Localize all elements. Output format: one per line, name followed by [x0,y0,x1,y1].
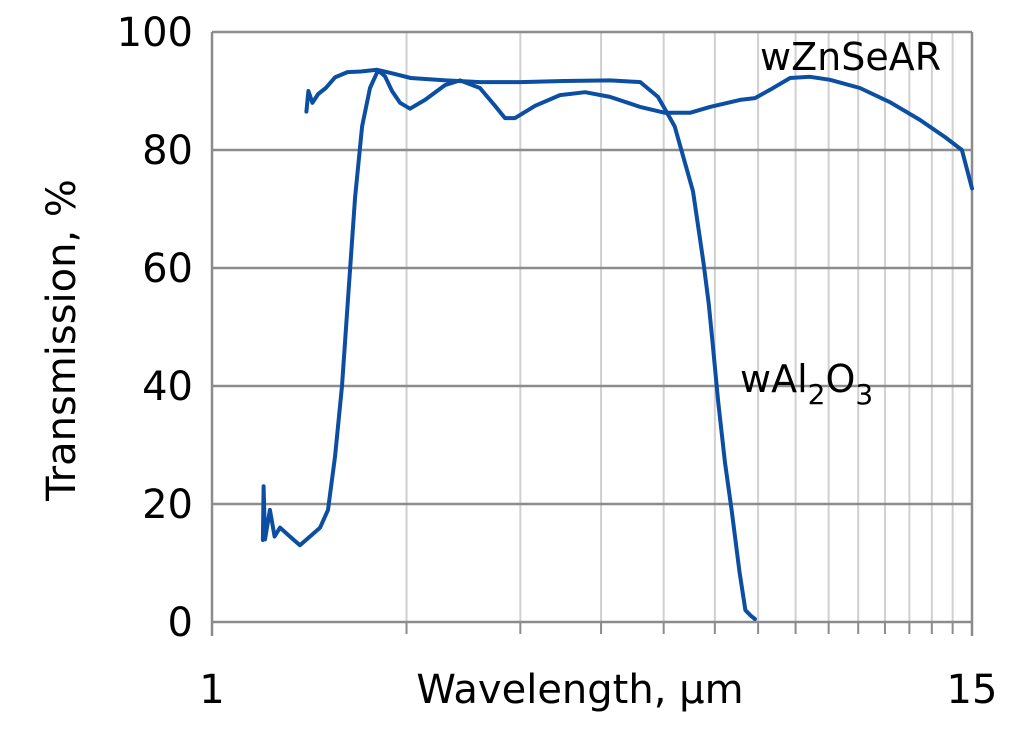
y-tick-label: 80 [142,128,193,174]
vertical-gridlines [405,32,954,622]
axes [210,32,974,636]
y-tick-label: 0 [168,600,193,646]
horizontal-gridlines [212,30,972,506]
x-tick-label-min: 1 [199,667,224,713]
y-tick-label: 40 [142,364,193,410]
y-tick-label: 20 [142,482,193,528]
data-series [260,67,974,621]
series-line-wznsear [304,67,757,621]
series-label-wznsear: wZnSeAR [760,35,941,79]
x-tick-label-max: 15 [947,667,998,713]
y-axis-title: Transmission, % [39,179,85,502]
y-tick-label: 60 [142,246,193,292]
series-line-wal2o3 [260,68,974,548]
y-tick-label: 100 [117,10,193,56]
y-tick-labels: 0 20 40 60 80 100 [117,10,193,646]
series-label-wal2o3: wAl2O3 [740,357,873,411]
x-axis-title: Wavelength, µm [416,667,743,713]
